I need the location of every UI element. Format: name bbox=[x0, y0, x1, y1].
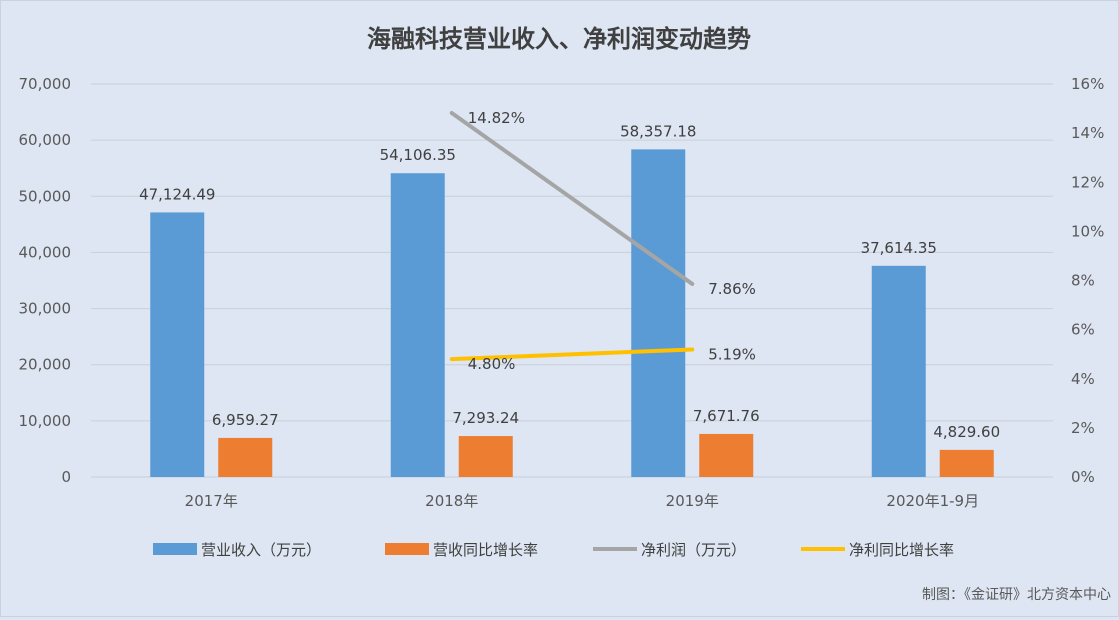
source-note: 制图：《金证研》北方资本中心 bbox=[922, 587, 1111, 603]
left-tick-label: 0 bbox=[61, 468, 71, 486]
lines bbox=[449, 110, 695, 362]
legend-label: 净利润（万元） bbox=[641, 541, 746, 559]
bar bbox=[150, 212, 205, 478]
bar bbox=[631, 149, 686, 477]
bar-data-label: 6,959.27 bbox=[212, 411, 279, 429]
bar-data-label: 4,829.60 bbox=[933, 423, 1000, 441]
legend-swatch bbox=[153, 543, 197, 555]
left-tick-label: 40,000 bbox=[19, 243, 72, 261]
left-tick-label: 60,000 bbox=[19, 131, 72, 149]
x-tick-label: 2020年1-9月 bbox=[886, 492, 979, 510]
right-tick-label: 2% bbox=[1071, 419, 1095, 437]
right-tick-label: 12% bbox=[1071, 173, 1104, 191]
line-data-label: 14.82% bbox=[468, 109, 525, 127]
bar bbox=[390, 173, 445, 477]
bar bbox=[699, 433, 754, 477]
line-data-label: 4.80% bbox=[468, 355, 516, 373]
right-tick-label: 8% bbox=[1071, 272, 1095, 290]
series-line bbox=[449, 110, 695, 286]
data-labels: 47,124.49 6,959.27 54,106.35 7,293.24 58,357… bbox=[139, 109, 1000, 441]
bar-data-label: 58,357.18 bbox=[620, 122, 696, 140]
series-line bbox=[449, 347, 695, 362]
right-tick-label: 4% bbox=[1071, 370, 1095, 388]
bar-data-label: 54,106.35 bbox=[380, 146, 456, 164]
bar-data-label: 37,614.35 bbox=[861, 239, 937, 257]
chart-title: 海融科技营业收入、净利润变动趋势 bbox=[367, 25, 751, 53]
legend-label: 净利同比增长率 bbox=[849, 541, 954, 559]
left-tick-label: 50,000 bbox=[19, 187, 72, 205]
right-tick-label: 16% bbox=[1071, 75, 1104, 93]
bar-data-label: 7,671.76 bbox=[693, 407, 760, 425]
right-tick-label: 10% bbox=[1071, 222, 1104, 240]
left-tick-label: 30,000 bbox=[19, 300, 72, 318]
left-y-axis: 0 10,000 20,000 30,000 40,000 50,000 60,000 70,… bbox=[19, 75, 72, 486]
legend-label: 营业收入（万元） bbox=[201, 541, 321, 559]
right-tick-label: 0% bbox=[1071, 468, 1095, 486]
left-tick-label: 10,000 bbox=[19, 412, 72, 430]
left-tick-label: 20,000 bbox=[19, 356, 72, 374]
x-tick-label: 2018年 bbox=[425, 492, 478, 510]
line-data-label: 5.19% bbox=[708, 346, 756, 364]
line-data-label: 7.86% bbox=[708, 280, 756, 298]
legend-swatch bbox=[385, 543, 429, 555]
bar bbox=[871, 265, 926, 477]
bar-data-label: 47,124.49 bbox=[139, 185, 215, 203]
right-tick-label: 6% bbox=[1071, 321, 1095, 339]
x-axis: 2017年 2018年 2019年 2020年1-9月 bbox=[185, 492, 979, 510]
left-tick-label: 70,000 bbox=[19, 75, 72, 93]
right-tick-label: 14% bbox=[1071, 124, 1104, 142]
x-tick-label: 2019年 bbox=[666, 492, 719, 510]
x-tick-label: 2017年 bbox=[185, 492, 238, 510]
legend: 营业收入（万元） 营收同比增长率 净利润（万元） 净利同比增长率 bbox=[153, 541, 954, 559]
bar bbox=[939, 449, 994, 477]
bar bbox=[218, 437, 273, 477]
bars bbox=[150, 149, 994, 478]
right-y-axis: 0% 2% 4% 6% 8% 10% 12% 14% 16% bbox=[1071, 75, 1104, 486]
bar bbox=[458, 436, 513, 477]
bar-data-label: 7,293.24 bbox=[452, 409, 519, 427]
legend-label: 营收同比增长率 bbox=[433, 541, 538, 559]
